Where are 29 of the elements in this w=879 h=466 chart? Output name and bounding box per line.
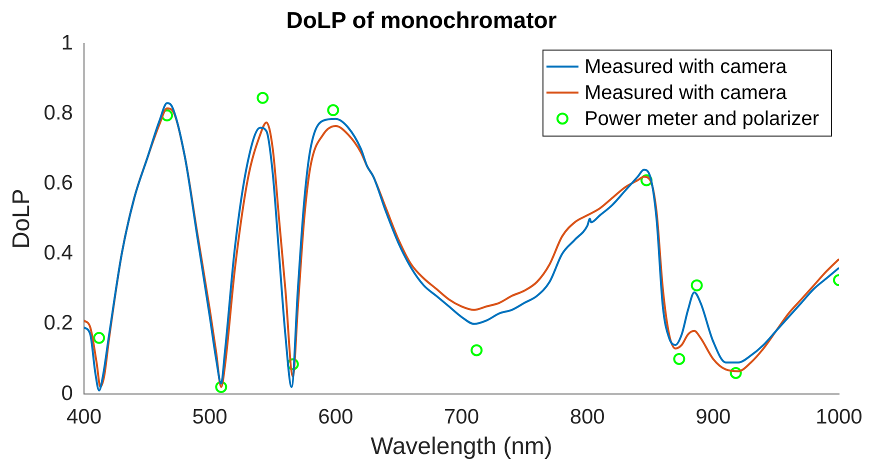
point <box>690 279 703 292</box>
point <box>470 344 483 356</box>
point <box>640 174 652 186</box>
legend-label: Power meter and polarizer <box>584 108 820 130</box>
x-tick-label: 1000 <box>816 405 862 428</box>
x-tick-label: 500 <box>192 405 228 428</box>
point <box>286 358 299 370</box>
chart-title: DoLP of monochromator <box>286 7 557 34</box>
y-axis-title: DoLP <box>8 188 36 249</box>
point <box>673 352 686 365</box>
x-axis-title: Wavelength (nm) <box>370 433 552 460</box>
x-tick-label: 900 <box>696 405 731 428</box>
point <box>730 366 742 379</box>
legend-label: Measured with camera <box>584 82 788 104</box>
x-tick-label: 600 <box>318 405 354 428</box>
point <box>327 104 340 116</box>
x-tick-label: 400 <box>66 405 102 428</box>
legend-label: Measured with camera <box>584 56 788 78</box>
y-tick-label: 0.8 <box>44 101 73 124</box>
y-tick-label: 0.6 <box>44 172 73 195</box>
y-tick-label: 0.2 <box>44 312 73 335</box>
point <box>215 380 228 393</box>
x-tick-label: 700 <box>444 405 480 428</box>
y-tick-label: 0 <box>61 382 73 405</box>
x-tick-label: 800 <box>570 405 605 428</box>
point <box>93 332 106 344</box>
y-tick-label: 0.4 <box>44 242 74 265</box>
y-tick-label: 1 <box>61 31 73 54</box>
point <box>256 92 269 104</box>
